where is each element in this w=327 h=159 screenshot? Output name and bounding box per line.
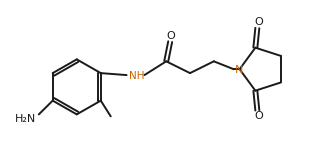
Text: O: O bbox=[167, 31, 176, 41]
Text: NH: NH bbox=[129, 71, 144, 81]
Text: N: N bbox=[235, 65, 243, 75]
Text: H₂N: H₂N bbox=[15, 114, 36, 124]
Text: O: O bbox=[254, 17, 263, 27]
Text: O: O bbox=[254, 111, 263, 121]
